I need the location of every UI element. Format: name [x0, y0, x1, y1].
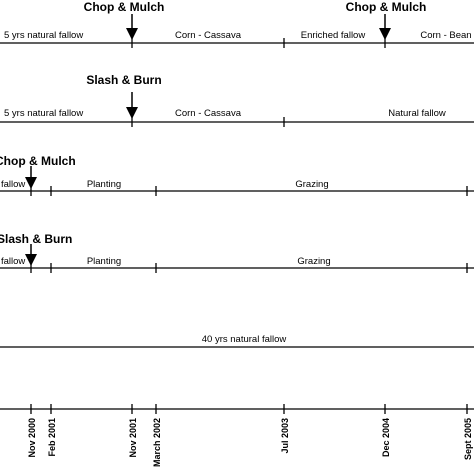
timeline-2-event-label: Slash & Burn — [86, 73, 161, 87]
date-axis: Nov 2000 Feb 2001 Nov 2001 March 2002 Ju… — [0, 404, 474, 467]
date-label: Nov 2000 — [27, 418, 37, 458]
date-label: March 2002 — [152, 418, 162, 467]
timeline-1-event-label: Chop & Mulch — [84, 0, 165, 14]
timeline-1-segment-label: 5 yrs natural fallow — [4, 30, 83, 41]
timeline-1-segment-label: Corn - Cassava — [175, 30, 242, 41]
date-label: Nov 2001 — [128, 418, 138, 458]
timeline-2-segment-label: Natural fallow — [388, 108, 446, 119]
date-label: Jul 2003 — [280, 418, 290, 454]
timeline-4-segment-label: fallow — [1, 256, 25, 267]
timeline-4-event-label: Slash & Burn — [0, 232, 72, 246]
date-label: Sept 2005 — [463, 418, 473, 460]
timeline-3-event-label: Chop & Mulch — [0, 154, 76, 168]
timeline-1-event-label: Chop & Mulch — [346, 0, 427, 14]
timeline-1: Chop & Mulch Chop & Mulch 5 yrs natural … — [0, 0, 474, 48]
timeline-2-segment-label: 5 yrs natural fallow — [4, 108, 83, 119]
timeline-2: Slash & Burn 5 yrs natural fallow Corn -… — [0, 73, 474, 127]
timeline-4-segment-label: Grazing — [297, 256, 330, 267]
timeline-1-segment-label: Enriched fallow — [301, 30, 366, 41]
timeline-3-segment-label: Planting — [87, 179, 121, 190]
timeline-4: Slash & Burn fallow Planting Grazing — [0, 232, 474, 273]
timeline-3-segment-label: fallow — [1, 179, 25, 190]
timeline-3-segment-label: Grazing — [295, 179, 328, 190]
timeline-4-segment-label: Planting — [87, 256, 121, 267]
timeline-5: 40 yrs natural fallow — [0, 334, 474, 348]
timeline-1-segment-label: Corn - Bean — [420, 30, 471, 41]
timeline-5-segment-label: 40 yrs natural fallow — [202, 334, 287, 345]
date-label: Feb 2001 — [47, 418, 57, 457]
date-label: Dec 2004 — [381, 418, 391, 457]
timeline-3: Chop & Mulch fallow Planting Grazing — [0, 154, 474, 196]
timeline-2-segment-label: Corn - Cassava — [175, 108, 242, 119]
